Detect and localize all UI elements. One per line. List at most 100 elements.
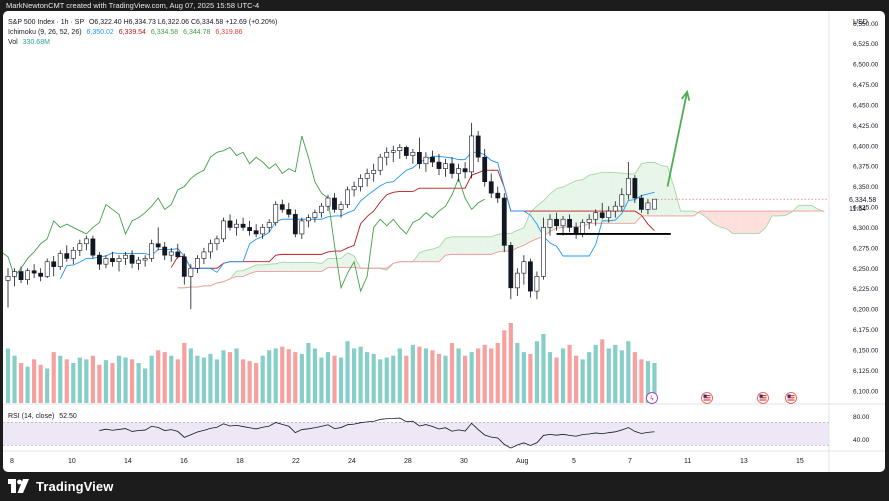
symbol-name[interactable]: S&P 500 Index · 1h · SP: [8, 19, 85, 26]
candle-body: [384, 151, 390, 158]
rsi-legend: RSI (14, close) 52.50: [8, 412, 77, 421]
conversion-line: [59, 151, 655, 280]
cloud-segment: [563, 183, 570, 228]
candle-body: [110, 258, 115, 263]
projection-arrow-head: [680, 89, 691, 101]
rsi-tick-label: 80.00: [853, 414, 870, 421]
candle-body: [645, 202, 651, 210]
attribution-text: MarkNewtonCMT created with TradingView.c…: [6, 1, 260, 10]
economic-event-flag-icon[interactable]: [785, 392, 797, 404]
candle-body: [351, 186, 357, 191]
cloud-segment: [301, 262, 309, 272]
volume-bar: [156, 350, 161, 403]
leading-span-b-line: [177, 210, 825, 289]
volume-bar: [234, 348, 239, 403]
volume-bar: [449, 343, 455, 403]
cloud-segment: [693, 211, 701, 216]
candle-body: [436, 161, 442, 169]
candle-body: [332, 197, 337, 210]
candle-body: [136, 259, 141, 264]
candle-body: [57, 253, 63, 267]
candle-body: [188, 267, 194, 277]
time-tick-label: 8: [10, 458, 14, 465]
economic-event-flag-icon[interactable]: [757, 392, 769, 404]
rsi-band: [3, 422, 829, 446]
candle-body: [292, 214, 298, 235]
volume-bar: [149, 355, 154, 403]
cloud-segment: [256, 264, 263, 272]
rsi-line: [99, 417, 655, 449]
candle-body: [527, 261, 533, 292]
price-tick-label: 6,175.00: [853, 327, 879, 334]
cloud-segment: [752, 211, 759, 234]
volume-bar: [547, 352, 553, 403]
volume-bar: [365, 352, 370, 403]
volume-bar: [534, 341, 540, 403]
candle-body: [221, 220, 226, 240]
cloud-segment: [661, 165, 668, 216]
volume-bar: [254, 363, 259, 403]
candle-body: [416, 151, 422, 165]
volume-bar: [143, 368, 148, 403]
volume-bar: [169, 355, 174, 403]
earnings-event-icon[interactable]: ϟ: [646, 392, 658, 404]
ichimoku-label[interactable]: Ichimoku (9, 26, 52, 26): [8, 29, 82, 36]
candle-body: [338, 204, 344, 210]
time-tick-label: 16: [180, 458, 188, 465]
economic-event-flag-icon[interactable]: [701, 392, 713, 404]
leading-span-a-line: [177, 162, 825, 289]
cloud-segment: [419, 250, 426, 262]
cloud-segment: [687, 211, 694, 216]
candle-body: [25, 270, 30, 280]
cloud-segment: [569, 180, 577, 227]
candle-body: [97, 254, 102, 265]
cloud-segment: [530, 205, 537, 242]
volume-bar: [32, 359, 37, 403]
candle-body: [371, 169, 377, 174]
volume-bar: [18, 363, 24, 403]
volume-legend: Vol 330.68M: [8, 38, 50, 47]
ichimoku-cloud: [184, 162, 825, 288]
price-tick-label: 6,550.00: [853, 21, 879, 28]
cloud-segment: [262, 264, 270, 272]
rsi-tick-label: 40.00: [853, 437, 870, 444]
volume-bar: [652, 363, 657, 403]
volume-bar: [567, 344, 572, 403]
volume-bar: [247, 361, 252, 403]
volume-bar: [45, 368, 50, 403]
cloud-segment: [249, 264, 257, 274]
rsi-label[interactable]: RSI (14, close): [8, 413, 55, 420]
candle-body: [456, 168, 461, 174]
candle-body: [554, 218, 559, 227]
time-tick-label: Aug: [516, 458, 529, 465]
volume-bar: [260, 355, 265, 403]
candle-body: [77, 243, 83, 251]
candle-body: [364, 173, 370, 179]
candle-body: [305, 217, 311, 222]
candle-body: [240, 223, 246, 228]
candle-body: [449, 163, 455, 174]
volume-bar: [280, 346, 285, 403]
price-tick-label: 6,250.00: [853, 266, 879, 273]
volume-bar: [293, 352, 298, 403]
time-tick-label: 11: [684, 458, 691, 465]
volume-bar: [286, 349, 291, 403]
volume-label[interactable]: Vol: [8, 39, 18, 46]
candle-body: [44, 261, 50, 277]
lagging-span-line: [3, 135, 485, 293]
volume-bar: [580, 359, 585, 403]
cloud-segment: [804, 205, 812, 212]
candle-body: [501, 197, 507, 246]
volume-bar: [227, 352, 233, 403]
projection-arrow: [666, 91, 689, 187]
cloud-segment: [798, 205, 805, 212]
candle-body: [70, 249, 76, 259]
price-tick-label: 6,125.00: [853, 368, 879, 375]
candle-body: [443, 163, 448, 169]
candle-body: [567, 218, 572, 228]
volume-bar: [639, 359, 644, 403]
volume-bar: [5, 348, 11, 403]
volume-bar: [64, 359, 69, 403]
candle-body: [286, 209, 292, 215]
